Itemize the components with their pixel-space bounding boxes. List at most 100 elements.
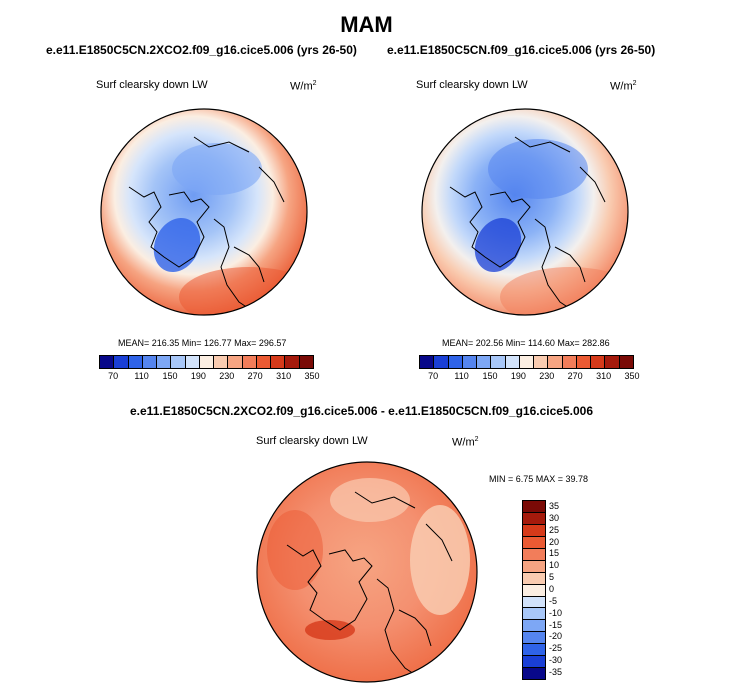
colorbar-swatch: [285, 356, 300, 368]
right-panel-units: W/m2: [610, 80, 637, 93]
colorbar-swatch: [619, 356, 633, 368]
colorbar-tick-label: 25: [549, 524, 560, 535]
colorbar-tick-label: -10: [549, 607, 563, 618]
colorbar-swatch: [591, 356, 606, 368]
diff-panel-units: W/m2: [452, 436, 479, 449]
colorbar-tick-label: 230: [539, 371, 555, 381]
colorbar-tick-label: 110: [454, 371, 469, 381]
colorbar-swatch: [523, 668, 545, 680]
diff-warm-patch: [305, 620, 355, 640]
right-polar-map: [421, 108, 629, 316]
left-colorbar: [99, 355, 314, 369]
colorbar-swatch: [157, 356, 172, 368]
colorbar-tick-label: 5: [549, 572, 555, 583]
diff-colorbar: [522, 500, 546, 680]
colorbar-tick-label: -5: [549, 595, 558, 606]
colorbar-swatch: [114, 356, 129, 368]
colorbar-tick-label: 310: [276, 371, 292, 381]
colorbar-swatch: [523, 656, 545, 669]
colorbar-swatch: [523, 632, 545, 645]
colorbar-swatch: [228, 356, 243, 368]
diff-panel-variable: Surf clearsky down LW: [256, 435, 368, 447]
diff-panel-heading: e.e11.E1850C5CN.2XCO2.f09_g16.cice5.006 …: [130, 404, 593, 418]
colorbar-swatch: [462, 356, 478, 368]
colorbar-swatch: [256, 356, 272, 368]
colorbar-tick-label: 150: [162, 371, 178, 381]
colorbar-tick-label: 350: [624, 371, 640, 381]
colorbar-tick-label: 110: [134, 371, 149, 381]
colorbar-tick-label: 350: [304, 371, 320, 381]
colorbar-tick-label: 150: [482, 371, 498, 381]
colorbar-swatch: [505, 356, 520, 368]
colorbar-swatch: [242, 356, 257, 368]
left-panel-stats: MEAN= 216.35 Min= 126.77 Max= 296.57: [118, 338, 287, 348]
colorbar-tick-label: 190: [510, 371, 526, 381]
left-panel-heading: e.e11.E1850C5CN.2XCO2.f09_g16.cice5.006 …: [46, 43, 357, 57]
colorbar-swatch: [605, 356, 620, 368]
colorbar-swatch: [271, 356, 286, 368]
colorbar-tick-label: 30: [549, 512, 560, 523]
colorbar-swatch: [214, 356, 229, 368]
left-coastlines: [128, 136, 285, 313]
figure-title: MAM: [340, 12, 393, 37]
colorbar-swatch: [448, 356, 463, 368]
diff-coastlines: [286, 491, 453, 679]
colorbar-tick-label: -30: [549, 655, 563, 666]
colorbar-swatch: [576, 356, 592, 368]
colorbar-tick-label: 190: [190, 371, 206, 381]
colorbar-tick-label: 70: [108, 371, 119, 381]
colorbar-swatch: [420, 356, 435, 368]
diff-panel-stats: MIN = 6.75 MAX = 39.78: [489, 474, 589, 484]
colorbar-swatch: [523, 524, 545, 537]
diff-colorbar-ticks: 35 30 25 20 15 10 5 0 -5 -10 -15 -20 -25 -30 -35: [549, 500, 579, 678]
colorbar-tick-label: 20: [549, 536, 560, 547]
colorbar-swatch: [128, 356, 143, 368]
colorbar-swatch: [523, 620, 545, 633]
left-colorbar-ticks: 70 110 150 190 230 270 310 350: [99, 371, 319, 383]
colorbar-tick-label: 15: [549, 548, 560, 559]
colorbar-swatch: [523, 608, 545, 621]
right-coastlines: [449, 136, 606, 313]
right-panel-variable: Surf clearsky down LW: [416, 79, 528, 91]
colorbar-swatch: [523, 596, 545, 609]
colorbar-swatch: [562, 356, 577, 368]
colorbar-tick-label: 230: [219, 371, 235, 381]
colorbar-swatch: [519, 356, 535, 368]
colorbar-swatch: [523, 560, 545, 573]
colorbar-tick-label: 270: [247, 371, 263, 381]
colorbar-swatch: [523, 548, 545, 561]
right-colorbar-ticks: 70 110 150 190 230 270 310 350: [419, 371, 639, 383]
colorbar-tick-label: -25: [549, 643, 563, 654]
colorbar-swatch: [171, 356, 186, 368]
left-polar-map: [100, 108, 308, 316]
colorbar-tick-label: 310: [596, 371, 612, 381]
left-panel-units: W/m2: [290, 80, 317, 93]
colorbar-tick-label: -35: [549, 667, 563, 678]
colorbar-swatch: [100, 356, 115, 368]
colorbar-swatch: [523, 536, 545, 549]
right-panel-heading: e.e11.E1850C5CN.f09_g16.cice5.006 (yrs 2…: [387, 43, 656, 57]
colorbar-tick-label: 10: [549, 560, 560, 571]
colorbar-swatch: [491, 356, 506, 368]
colorbar-tick-label: 270: [567, 371, 583, 381]
colorbar-tick-label: -20: [549, 631, 563, 642]
colorbar-swatch: [199, 356, 215, 368]
right-panel-stats: MEAN= 202.56 Min= 114.60 Max= 282.86: [442, 338, 610, 348]
colorbar-tick-label: 35: [549, 500, 560, 511]
left-panel-variable: Surf clearsky down LW: [96, 79, 208, 91]
colorbar-swatch: [523, 644, 545, 657]
right-colorbar: [419, 355, 634, 369]
diff-polar-map: [256, 461, 478, 683]
colorbar-swatch: [523, 584, 545, 597]
colorbar-swatch: [523, 572, 545, 585]
colorbar-swatch: [185, 356, 200, 368]
colorbar-swatch: [548, 356, 563, 368]
colorbar-swatch: [477, 356, 492, 368]
colorbar-swatch: [142, 356, 158, 368]
colorbar-swatch: [523, 501, 545, 513]
colorbar-swatch: [434, 356, 449, 368]
colorbar-tick-label: 70: [428, 371, 439, 381]
colorbar-swatch: [534, 356, 549, 368]
colorbar-tick-label: -15: [549, 619, 563, 630]
colorbar-swatch: [523, 512, 545, 525]
